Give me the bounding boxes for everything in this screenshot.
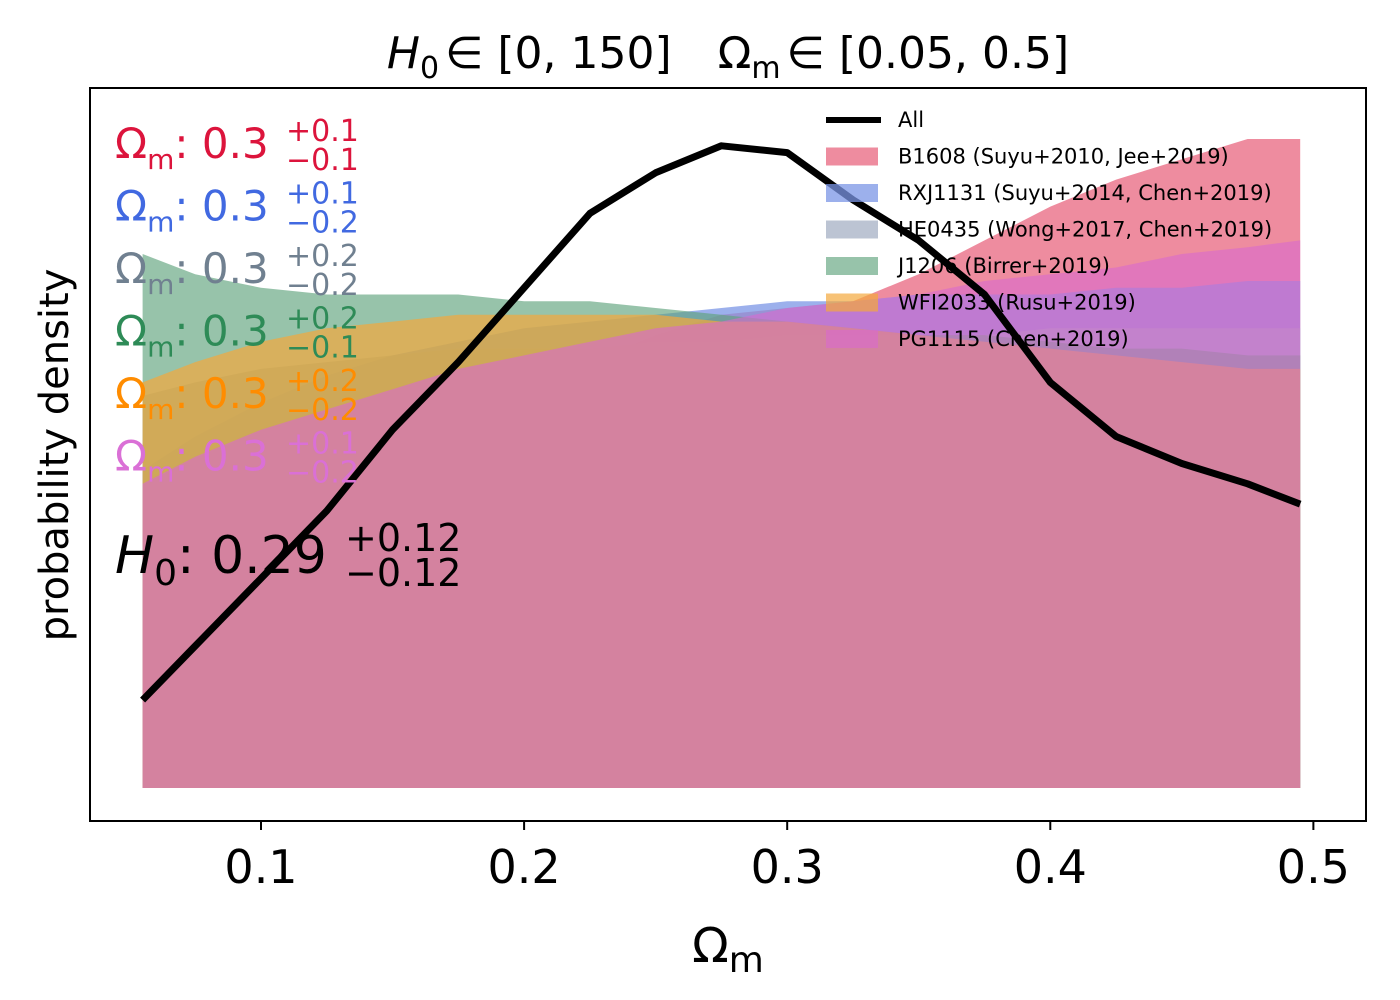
legend: All B1608 (Suyu+2010, Jee+2019) RXJ1131 (S… <box>826 108 1272 351</box>
svg-text:Ωm: 0.3: Ωm: 0.3 <box>115 182 269 239</box>
legend-swatch <box>826 293 878 312</box>
omega-annotations: Ωm: 0.3 +0.1−0.1Ωm: 0.3 +0.1−0.2Ωm: 0.3 +0.… <box>115 114 359 491</box>
combined-h0-minus: −0.12 <box>345 551 461 595</box>
svg-text:+0.1: +0.1 <box>286 427 359 462</box>
omega-annotation: Ωm: 0.3 +0.1−0.2 <box>115 177 359 241</box>
svg-text:+0.2: +0.2 <box>286 239 359 274</box>
x-tick-label: 0.3 <box>751 840 824 894</box>
legend-label: All <box>898 108 924 132</box>
plot-frame <box>89 87 1367 822</box>
x-tick-label: 0.2 <box>488 840 561 894</box>
svg-text:−0.2: −0.2 <box>286 393 359 428</box>
omega-annotation: Ωm: 0.3 +0.1−0.1 <box>115 114 359 178</box>
legend-item-he0435: HE0435 (Wong+2017, Chen+2019) <box>826 218 1272 242</box>
svg-text:+0.2: +0.2 <box>286 364 359 399</box>
x-tick-label: 0.1 <box>224 840 297 894</box>
legend-swatch <box>826 184 878 202</box>
legend-label: B1608 (Suyu+2010, Jee+2019) <box>898 145 1229 169</box>
legend-label: PG1115 (Chen+2019) <box>898 327 1129 351</box>
svg-text:+0.2: +0.2 <box>286 302 359 337</box>
legend-label: WFI2033 (Rusu+2019) <box>898 291 1136 315</box>
svg-text:−0.1: −0.1 <box>286 331 359 366</box>
omega-annotation: Ωm: 0.3 +0.2−0.1 <box>115 302 359 366</box>
svg-text:Ωm: 0.3: Ωm: 0.3 <box>115 119 269 176</box>
legend-item-b1608: B1608 (Suyu+2010, Jee+2019) <box>826 145 1229 169</box>
legend-label: RXJ1131 (Suyu+2014, Chen+2019) <box>898 181 1272 205</box>
svg-text:−0.2: −0.2 <box>286 268 359 303</box>
legend-item-wfi2033: WFI2033 (Rusu+2019) <box>826 291 1136 315</box>
combined-h0-plus: +0.12 <box>345 516 461 560</box>
chart-title: H0 ∈ [0, 150] Ωm ∈ [0.05, 0.5] <box>387 28 1069 86</box>
legend-swatch <box>826 147 878 166</box>
svg-text:Ωm: 0.3: Ωm: 0.3 <box>115 307 269 364</box>
x-tick-label: 0.5 <box>1277 840 1350 894</box>
x-tick-label: 0.4 <box>1014 840 1087 894</box>
legend-item-j1206: J1206 (Birrer+2019) <box>826 254 1110 278</box>
legend-item-rxj1131: RXJ1131 (Suyu+2014, Chen+2019) <box>826 181 1272 205</box>
svg-text:−0.2: −0.2 <box>286 206 359 241</box>
omega-annotation: Ωm: 0.3 +0.2−0.2 <box>115 364 359 428</box>
x-axis-label: Ωm <box>692 918 764 981</box>
legend-item-pg1115: PG1115 (Chen+2019) <box>826 327 1129 351</box>
svg-text:Ωm: 0.3: Ωm: 0.3 <box>115 369 269 426</box>
fill-pg1115 <box>142 240 1301 788</box>
y-axis-label: probability density <box>32 269 78 642</box>
legend-swatch <box>826 257 878 275</box>
legend-swatch <box>826 220 878 239</box>
omega-annotation: Ωm: 0.3 +0.1−0.2 <box>115 427 359 491</box>
svg-text:Ωm: 0.3: Ωm: 0.3 <box>115 432 269 489</box>
line-all <box>140 142 1302 703</box>
svg-text:−0.1: −0.1 <box>286 143 359 178</box>
omega-annotation: Ωm: 0.3 +0.2−0.2 <box>115 239 359 303</box>
svg-text:−0.2: −0.2 <box>286 456 359 491</box>
combined-h0-annotation: H0: 0.29 <box>115 526 327 594</box>
legend-item-all: All <box>826 108 924 132</box>
x-axis: 0.1 0.2 0.3 0.4 0.5 <box>224 821 1350 894</box>
svg-text:Ωm: 0.3: Ωm: 0.3 <box>115 244 269 301</box>
svg-text:+0.1: +0.1 <box>286 114 359 149</box>
all-line-layer <box>140 142 1302 703</box>
svg-text:+0.1: +0.1 <box>286 177 359 212</box>
legend-label: J1206 (Birrer+2019) <box>896 254 1110 278</box>
legend-label: HE0435 (Wong+2017, Chen+2019) <box>898 218 1272 242</box>
legend-swatch <box>826 330 878 348</box>
